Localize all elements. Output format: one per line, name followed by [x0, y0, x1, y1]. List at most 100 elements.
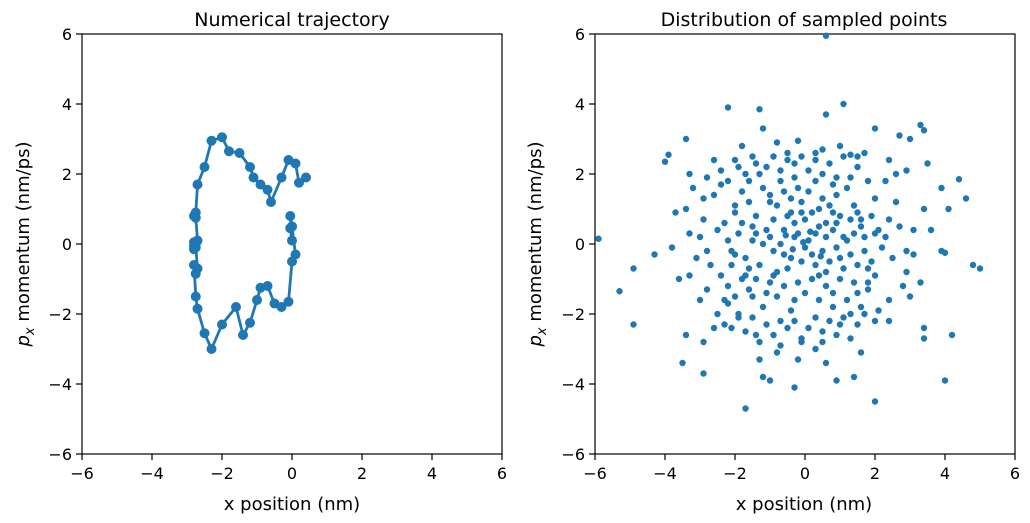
sampled-point: [787, 254, 795, 262]
trajectory-point: [255, 179, 266, 190]
sampled-point: [770, 216, 777, 223]
sampled-point: [840, 314, 847, 321]
sampled-point: [696, 233, 704, 241]
distribution-x-tick-label: −4: [653, 464, 677, 483]
sampled-point: [850, 230, 858, 237]
sampled-point: [696, 296, 704, 304]
trajectory-point: [294, 177, 304, 188]
sampled-point: [857, 303, 865, 311]
sampled-point: [896, 223, 903, 230]
sampled-point: [840, 265, 847, 272]
sampled-point: [686, 272, 693, 279]
sampled-point: [812, 314, 819, 321]
sampled-point: [700, 370, 707, 377]
sampled-point: [745, 265, 753, 272]
trajectory-point: [199, 162, 210, 172]
sampled-point: [679, 359, 686, 367]
sampled-point: [745, 198, 753, 206]
distribution-y-tick-label: −6: [561, 445, 585, 464]
sampled-point: [920, 205, 928, 213]
trajectory-point: [190, 242, 201, 253]
sampled-point: [700, 195, 707, 202]
sampled-point: [780, 251, 788, 258]
sampled-point: [738, 219, 746, 227]
sampled-point: [763, 163, 770, 171]
sampled-point: [703, 174, 711, 181]
sampled-point: [850, 373, 858, 381]
sampled-point: [801, 289, 809, 297]
sampled-point: [906, 293, 914, 300]
distribution-marks: [595, 32, 984, 412]
sampled-point: [843, 184, 851, 192]
sampled-point: [861, 149, 868, 157]
sampled-point: [728, 324, 735, 332]
trajectory-point: [287, 221, 297, 232]
sampled-point: [686, 170, 693, 178]
trajectory-point: [238, 330, 248, 340]
sampled-point: [840, 153, 847, 160]
sampled-point: [910, 226, 917, 234]
trajectory-y-label-subscript: x: [23, 327, 38, 336]
sampled-point: [784, 324, 791, 332]
sampled-point: [798, 338, 805, 346]
sampled-point: [969, 261, 977, 269]
sampled-point: [693, 254, 700, 262]
sampled-point: [882, 177, 889, 185]
sampled-point: [871, 125, 879, 132]
sampled-point: [864, 286, 872, 293]
sampled-point: [878, 244, 886, 251]
sampled-point: [752, 275, 760, 283]
sampled-point: [731, 293, 739, 300]
sampled-point: [826, 160, 833, 167]
sampled-point: [826, 202, 833, 209]
sampled-point: [801, 216, 809, 223]
sampled-point: [812, 230, 819, 237]
sampled-point: [742, 170, 749, 178]
distribution-y-tick-label: 0: [575, 235, 585, 254]
sampled-point: [805, 167, 812, 174]
trajectory-point: [248, 172, 259, 183]
sampled-point: [836, 275, 844, 283]
sampled-point: [721, 321, 728, 328]
sampled-point: [682, 135, 690, 143]
sampled-point: [808, 251, 816, 258]
sampled-point: [815, 205, 823, 213]
trajectory-point: [245, 317, 255, 328]
trajectory-ticks: −6 −4 −2 0 2 4 6 −6 −4 −2 0 2 4 6: [48, 25, 507, 483]
sampled-point: [752, 230, 760, 237]
sampled-point: [798, 209, 805, 216]
sampled-point: [847, 251, 854, 258]
trajectory-point: [217, 319, 227, 330]
sampled-point: [616, 288, 623, 295]
sampled-point: [752, 160, 760, 167]
sampled-point: [721, 296, 728, 304]
trajectory-point: [192, 179, 203, 190]
sampled-point: [735, 310, 742, 318]
sampled-point: [756, 170, 763, 178]
sampled-point: [756, 106, 763, 113]
sampled-point: [766, 198, 774, 206]
distribution-x-axis-label: x position (nm): [736, 494, 872, 515]
sampled-point: [742, 254, 749, 262]
trajectory-point: [206, 135, 217, 146]
sampled-point: [924, 160, 931, 167]
distribution-x-tick-label: 4: [940, 464, 950, 483]
sampled-point: [903, 268, 910, 276]
sampled-point: [794, 356, 802, 363]
sampled-point: [782, 232, 789, 239]
sampled-point: [871, 317, 879, 325]
trajectory-x-tick-label: −2: [210, 464, 234, 483]
sampled-point: [682, 205, 690, 213]
sampled-point: [749, 293, 756, 300]
sampled-point: [826, 317, 833, 325]
sampled-point: [714, 226, 721, 234]
trajectory-point: [283, 155, 294, 165]
sampled-point: [917, 121, 924, 129]
sampled-point: [665, 151, 672, 158]
sampled-point: [854, 321, 861, 328]
sampled-point: [857, 216, 865, 223]
sampled-point: [749, 237, 756, 244]
trajectory-point: [283, 296, 294, 307]
sampled-point: [868, 258, 875, 265]
sampled-point: [668, 244, 676, 251]
